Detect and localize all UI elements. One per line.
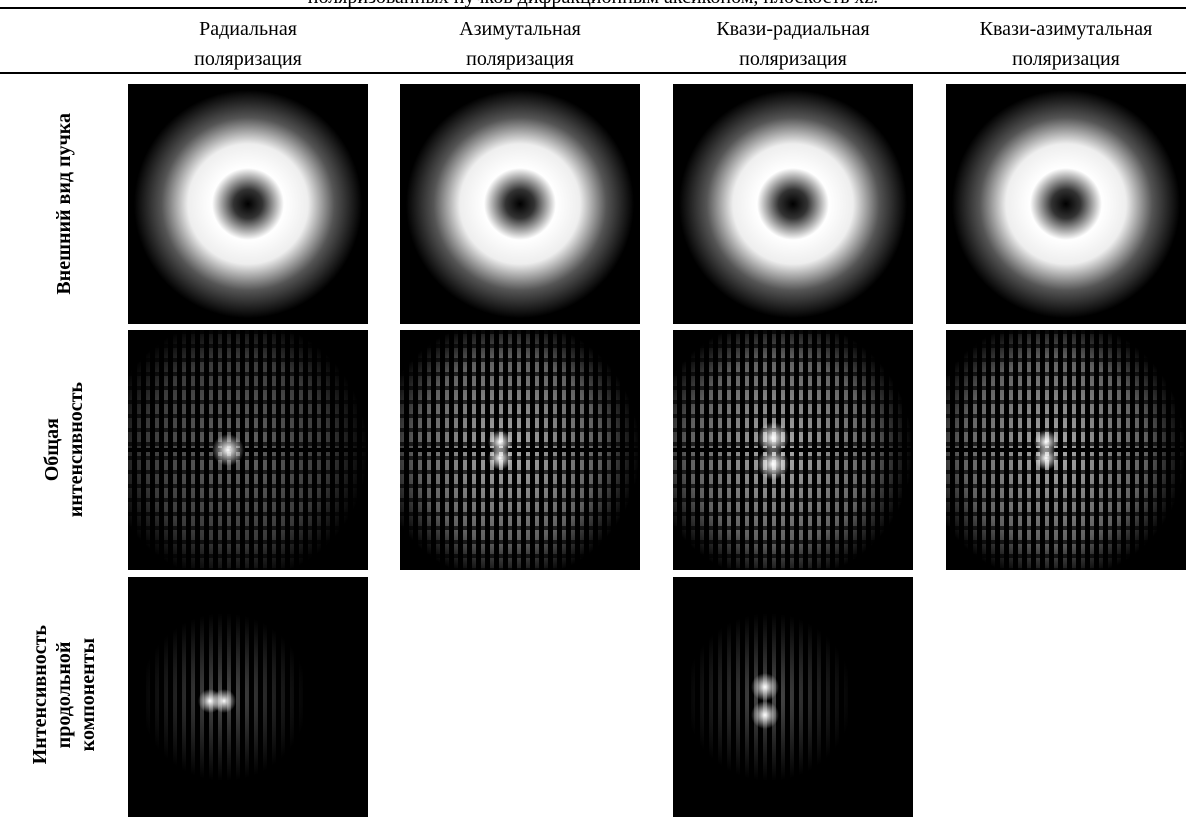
beam-image — [946, 330, 1186, 570]
axis-gap — [400, 448, 640, 452]
header-line: поляризация — [112, 44, 384, 74]
header-line: Квази-азимутальная — [930, 14, 1186, 44]
page: поляризованных пучков дифракционным акси… — [0, 0, 1186, 813]
beam-image — [128, 577, 368, 817]
label-line: Общая — [40, 382, 64, 517]
label-line: продольной — [52, 625, 76, 764]
label-line: Интенсивность — [28, 625, 52, 764]
header-line: поляризация — [930, 44, 1186, 74]
label-line: компоненты — [76, 625, 100, 764]
donut — [673, 84, 913, 324]
spot — [751, 701, 779, 729]
spot — [212, 434, 244, 466]
beam-image — [128, 330, 368, 570]
donut — [946, 84, 1186, 324]
donut — [400, 84, 640, 324]
header-line: поляризация — [384, 44, 656, 74]
beam-image — [673, 84, 913, 324]
spot — [751, 673, 779, 701]
spot — [488, 446, 512, 470]
label-line: Внешний вид пучка — [52, 113, 76, 295]
beam-image — [128, 84, 368, 324]
donut — [128, 84, 368, 324]
beam-image — [400, 330, 640, 570]
beam-image — [946, 84, 1186, 324]
axis-gap — [946, 448, 1186, 452]
header-line: Радиальная — [112, 14, 384, 44]
header-line: Азимутальная — [384, 14, 656, 44]
label-line: интенсивность — [64, 382, 88, 517]
spot — [757, 448, 789, 480]
row-label: Внешний вид пучка — [8, 83, 120, 325]
header-line: Квази-радиальная — [657, 14, 929, 44]
fringes — [128, 577, 368, 817]
stripes — [128, 577, 368, 817]
stripes — [673, 577, 913, 817]
spot — [212, 689, 236, 713]
axis-gap — [128, 448, 368, 452]
beam-image — [673, 577, 913, 817]
beam-image — [400, 84, 640, 324]
spot — [1034, 446, 1058, 470]
header-line: поляризация — [657, 44, 929, 74]
beam-image — [673, 330, 913, 570]
axis-gap — [673, 448, 913, 452]
rule — [0, 7, 1186, 9]
fringes — [673, 577, 913, 817]
